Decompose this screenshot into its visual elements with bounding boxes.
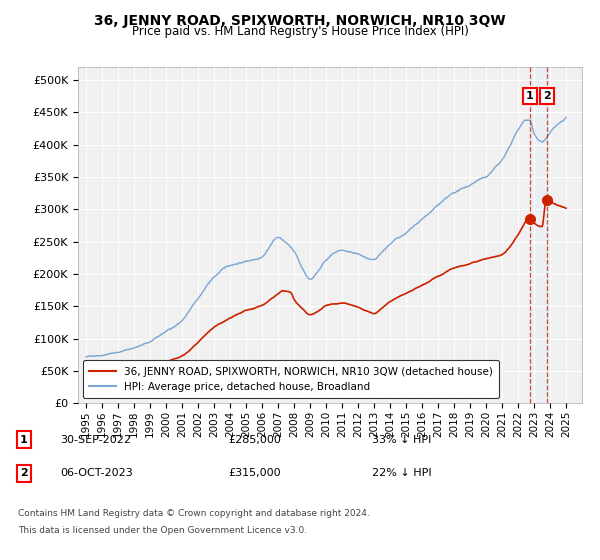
Text: 1: 1 xyxy=(526,91,534,101)
Text: 2: 2 xyxy=(544,91,551,101)
Legend: 36, JENNY ROAD, SPIXWORTH, NORWICH, NR10 3QW (detached house), HPI: Average pric: 36, JENNY ROAD, SPIXWORTH, NORWICH, NR10… xyxy=(83,360,499,398)
Text: 1: 1 xyxy=(20,435,28,445)
Text: 22% ↓ HPI: 22% ↓ HPI xyxy=(372,468,431,478)
Text: 06-OCT-2023: 06-OCT-2023 xyxy=(60,468,133,478)
Bar xyxy=(530,67,547,403)
Text: This data is licensed under the Open Government Licence v3.0.: This data is licensed under the Open Gov… xyxy=(18,526,307,535)
Text: 2: 2 xyxy=(20,468,28,478)
Text: £315,000: £315,000 xyxy=(228,468,281,478)
Text: Contains HM Land Registry data © Crown copyright and database right 2024.: Contains HM Land Registry data © Crown c… xyxy=(18,509,370,518)
Text: 30-SEP-2022: 30-SEP-2022 xyxy=(60,435,131,445)
Text: Price paid vs. HM Land Registry's House Price Index (HPI): Price paid vs. HM Land Registry's House … xyxy=(131,25,469,38)
Text: 33% ↓ HPI: 33% ↓ HPI xyxy=(372,435,431,445)
Text: 36, JENNY ROAD, SPIXWORTH, NORWICH, NR10 3QW: 36, JENNY ROAD, SPIXWORTH, NORWICH, NR10… xyxy=(94,14,506,28)
Text: £285,000: £285,000 xyxy=(228,435,281,445)
